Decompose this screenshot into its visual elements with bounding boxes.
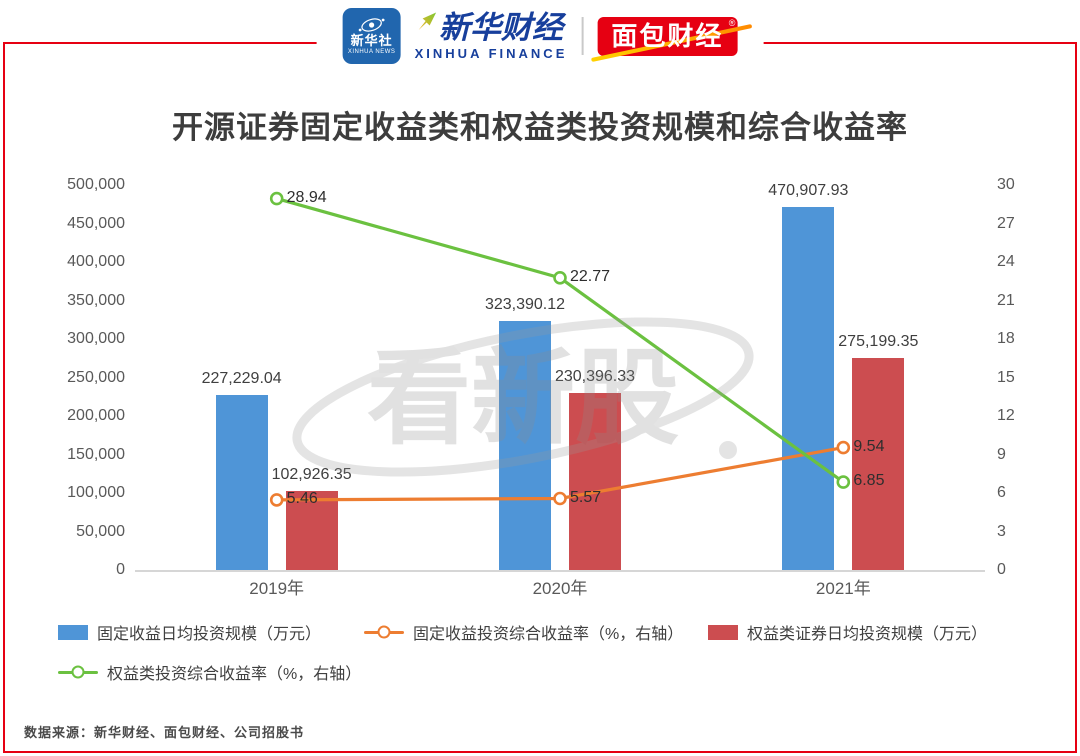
xinhua-news-cn: 新华社 <box>350 32 393 48</box>
line-value-label: 5.46 <box>286 489 318 507</box>
gradient-arrow-icon <box>418 12 437 30</box>
bar-value-label: 323,390.12 <box>484 295 566 313</box>
y-axis-left-tick: 450,000 <box>67 214 125 232</box>
bar-value-label: 275,199.35 <box>838 333 919 351</box>
line-value-label: 5.57 <box>570 488 602 506</box>
xinhua-finance-logo: 新华财经 XINHUA FINANCE <box>415 12 568 61</box>
y-axis-left-tick: 100,000 <box>67 484 125 501</box>
equity-yield-line <box>276 197 845 484</box>
bar-value-label: 230,396.33 <box>554 367 636 385</box>
xinhua-news-agency-logo: 新华社 XINHUA NEWS <box>342 8 401 64</box>
y-axis-right-tick: 30 <box>997 176 1015 193</box>
line-value-label: 28.94 <box>286 188 327 206</box>
fixed-income-scale-bar <box>782 207 835 570</box>
equity-scale-bar <box>285 490 338 570</box>
x-axis-label: 2019年 <box>249 579 305 598</box>
y-axis-left-tick: 300,000 <box>67 330 125 347</box>
xinhua-finance-wordmark: 新华财经 <box>418 9 563 45</box>
line-marker <box>553 270 567 285</box>
line-marker <box>836 475 851 489</box>
y-axis-left-tick: 400,000 <box>67 253 125 270</box>
xinhua-finance-en: XINHUA FINANCE <box>414 45 568 61</box>
header-divider <box>581 17 584 55</box>
bar-value-label: 227,229.04 <box>201 370 282 388</box>
data-source-text: 数据来源：新华财经、面包财经、公司招股书 <box>24 725 305 740</box>
fixed-income-scale-bar <box>215 395 268 570</box>
y-axis-right-tick: 18 <box>997 330 1015 347</box>
chart-title: 开源证券固定收益类和权益类投资规模和综合收益率 <box>172 110 908 145</box>
y-axis-right-tick: 3 <box>997 522 1006 540</box>
y-axis-left-tick: 150,000 <box>67 445 125 463</box>
bread-finance-logo: 面包财经 ® <box>590 16 752 62</box>
y-axis-left-tick: 0 <box>116 561 125 578</box>
y-axis-right-tick: 15 <box>997 368 1015 386</box>
line-marker <box>269 493 284 507</box>
y-axis-right-tick: 21 <box>997 291 1015 309</box>
y-axis-right-tick: 24 <box>997 253 1015 270</box>
header: 新华社 XINHUA NEWS 新华财经 XINHUA FINANCE <box>316 4 764 68</box>
registered-mark: ® <box>728 17 736 28</box>
line-value-label: 6.85 <box>853 472 885 490</box>
line-marker <box>269 191 284 206</box>
y-axis-right-tick: 6 <box>997 484 1006 501</box>
bar-value-label: 470,907.93 <box>768 182 849 200</box>
xinhua-news-en: XINHUA NEWS <box>347 49 396 56</box>
line-marker <box>836 440 851 455</box>
data-source: 数据来源：新华财经、面包财经、公司招股书 <box>24 722 304 741</box>
line-value-label: 22.77 <box>570 267 611 285</box>
y-axis-left-tick: 250,000 <box>67 368 125 386</box>
x-axis-label: 2021年 <box>815 579 871 598</box>
x-axis-line <box>135 570 985 572</box>
y-axis-left-tick: 350,000 <box>67 291 125 309</box>
y-axis-left-tick: 500,000 <box>67 176 125 193</box>
y-axis-right-tick: 12 <box>997 407 1015 424</box>
xinhua-finance-cn: 新华财经 <box>438 9 563 45</box>
y-axis-left-tick: 200,000 <box>67 407 125 424</box>
y-axis-left-tick: 50,000 <box>76 522 125 540</box>
fixed-income-scale-bar <box>499 320 551 570</box>
line-value-label: 9.54 <box>853 437 885 455</box>
line-marker <box>553 491 567 506</box>
bread-finance-cn: 面包财经 <box>611 20 724 51</box>
y-axis-right-tick: 0 <box>997 561 1006 578</box>
equity-scale-bar <box>569 392 621 570</box>
bar-value-label: 102,926.35 <box>271 465 352 483</box>
y-axis-right-tick: 27 <box>997 214 1015 232</box>
x-axis-label: 2020年 <box>532 579 588 598</box>
y-axis-right-tick: 9 <box>997 445 1006 463</box>
network-globe-icon <box>358 18 385 32</box>
equity-scale-bar <box>852 358 905 570</box>
